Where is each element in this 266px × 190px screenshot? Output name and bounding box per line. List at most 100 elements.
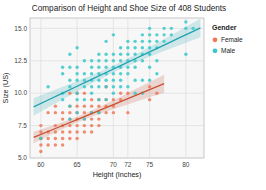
point xyxy=(104,59,107,62)
point xyxy=(97,66,100,69)
point xyxy=(83,91,86,94)
point xyxy=(68,53,71,56)
point xyxy=(83,130,86,133)
point xyxy=(39,137,42,140)
point xyxy=(54,104,57,107)
grid-line xyxy=(30,158,204,159)
y-tick-label: 5.0 xyxy=(18,154,27,161)
point xyxy=(75,111,78,114)
chart: Comparison of Height and Shoe Size of 40… xyxy=(0,0,266,190)
point xyxy=(97,59,100,62)
points xyxy=(39,20,195,140)
point xyxy=(112,33,115,36)
point xyxy=(54,137,57,140)
point xyxy=(119,79,122,82)
point xyxy=(97,53,100,56)
point xyxy=(39,130,42,133)
point xyxy=(148,33,151,36)
point xyxy=(90,66,93,69)
point xyxy=(90,98,93,101)
point xyxy=(97,98,100,101)
point xyxy=(141,59,144,62)
point xyxy=(148,66,151,69)
point xyxy=(119,46,122,49)
point xyxy=(133,79,136,82)
point xyxy=(126,111,129,114)
point xyxy=(75,104,78,107)
point xyxy=(68,85,71,88)
point xyxy=(68,104,71,107)
point xyxy=(61,117,64,120)
point xyxy=(54,111,57,114)
grid-line xyxy=(30,28,204,29)
x-tick-label: 65 xyxy=(74,161,82,168)
point xyxy=(54,124,57,127)
point xyxy=(54,130,57,133)
point xyxy=(119,72,122,75)
point xyxy=(68,130,71,133)
point xyxy=(119,91,122,94)
legend-entry: Male xyxy=(221,47,235,54)
point xyxy=(83,59,86,62)
legend-title: Gender xyxy=(212,24,237,31)
y-tick-label: 12.5 xyxy=(14,57,27,64)
point xyxy=(112,91,115,94)
legend-swatch xyxy=(213,48,218,53)
legend: Gender Female Male xyxy=(212,24,243,54)
point xyxy=(90,104,93,107)
point xyxy=(141,46,144,49)
point xyxy=(112,98,115,101)
point xyxy=(97,98,100,101)
title: Comparison of Height and Shoe Size of 40… xyxy=(32,4,226,13)
point xyxy=(126,91,129,94)
point xyxy=(61,66,64,69)
point xyxy=(83,79,86,82)
point xyxy=(46,111,49,114)
point xyxy=(83,117,86,120)
point xyxy=(61,130,64,133)
point xyxy=(90,85,93,88)
point xyxy=(68,124,71,127)
y-tick-label: 10.0 xyxy=(14,89,27,96)
point xyxy=(126,66,129,69)
point xyxy=(126,72,129,75)
confidence-band xyxy=(34,75,165,144)
point xyxy=(155,40,158,43)
point xyxy=(39,137,42,140)
point xyxy=(97,104,100,107)
point xyxy=(184,20,187,23)
point xyxy=(75,91,78,94)
point xyxy=(148,79,151,82)
point xyxy=(162,40,165,43)
point xyxy=(104,79,107,82)
point xyxy=(126,53,129,56)
point xyxy=(112,59,115,62)
point xyxy=(112,111,115,114)
point xyxy=(112,72,115,75)
point xyxy=(68,117,71,120)
point xyxy=(75,91,78,94)
grid-line xyxy=(30,60,204,61)
point xyxy=(170,27,173,30)
point xyxy=(75,124,78,127)
point xyxy=(39,143,42,146)
x-tick-label: 70 xyxy=(110,161,118,168)
point xyxy=(133,46,136,49)
point xyxy=(112,53,115,56)
point xyxy=(39,137,42,140)
point xyxy=(68,117,71,120)
point xyxy=(75,137,78,140)
point xyxy=(90,72,93,75)
point xyxy=(119,59,122,62)
point xyxy=(112,85,115,88)
point xyxy=(104,85,107,88)
legend-swatch xyxy=(213,37,218,42)
regression-line xyxy=(34,84,165,138)
point xyxy=(39,150,42,153)
point xyxy=(148,98,151,101)
legend-entry: Female xyxy=(221,36,243,43)
y-tick-label: 7.5 xyxy=(18,122,27,129)
x-tick-label: 80 xyxy=(182,161,190,168)
point xyxy=(68,111,71,114)
point xyxy=(97,124,100,127)
